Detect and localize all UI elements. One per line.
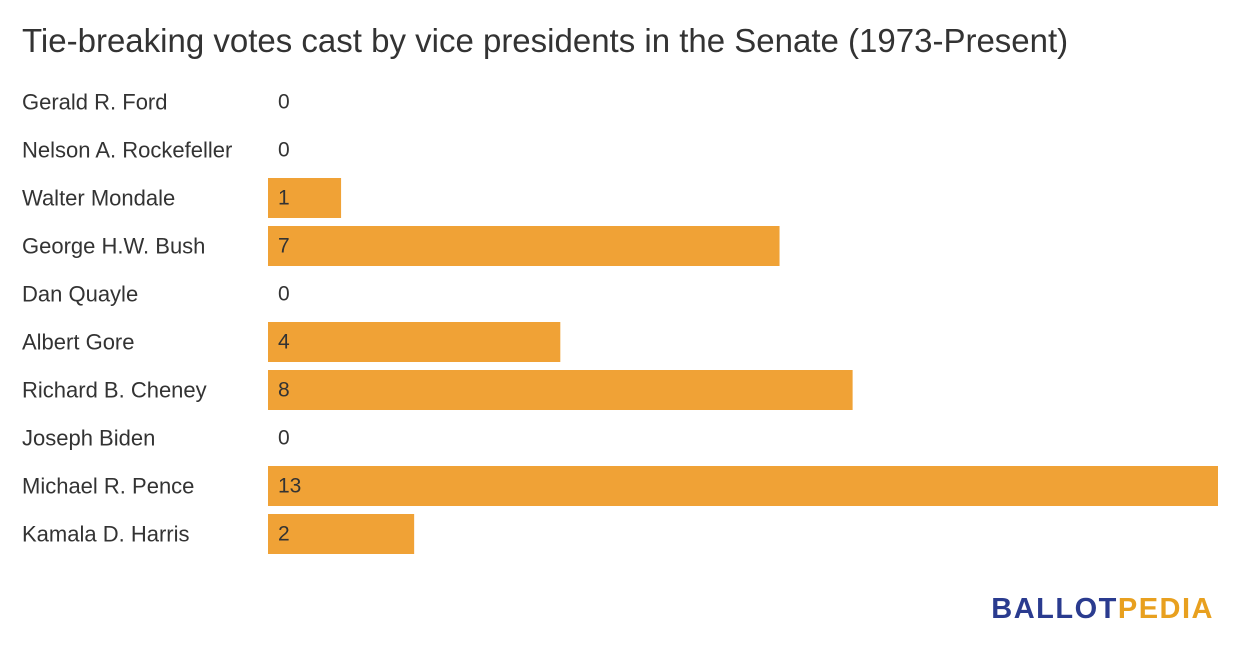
bar — [268, 514, 415, 554]
value-label: 0 — [278, 139, 290, 162]
value-label: 8 — [278, 379, 290, 402]
logo-text-pedia: PEDIA — [1117, 593, 1214, 625]
category-label: Richard B. Cheney — [22, 378, 207, 403]
value-label: 0 — [278, 283, 290, 306]
value-label: 0 — [278, 427, 290, 450]
bar — [268, 370, 853, 410]
value-label: 4 — [278, 331, 290, 354]
category-label: Nelson A. Rockefeller — [22, 138, 232, 163]
bar — [268, 322, 561, 362]
logo-text-ballot: BALLOT — [991, 593, 1118, 625]
chart-title: Tie-breaking votes cast by vice presiden… — [22, 22, 1069, 59]
value-label: 0 — [278, 91, 290, 114]
category-label: George H.W. Bush — [22, 234, 205, 259]
category-label: Walter Mondale — [22, 186, 175, 211]
value-label: 1 — [278, 187, 290, 210]
category-label: Albert Gore — [22, 330, 135, 355]
bar — [268, 178, 342, 218]
category-label: Gerald R. Ford — [22, 90, 168, 115]
category-label: Kamala D. Harris — [22, 522, 189, 547]
value-label: 7 — [278, 235, 290, 258]
value-label: 2 — [278, 523, 290, 546]
category-label: Joseph Biden — [22, 426, 155, 451]
value-label: 13 — [278, 475, 301, 498]
bar — [268, 226, 780, 266]
bar — [268, 466, 1218, 506]
ballotpedia-logo: BALLOTPEDIA — [991, 593, 1214, 626]
category-label: Michael R. Pence — [22, 474, 194, 499]
category-label: Dan Quayle — [22, 282, 138, 307]
